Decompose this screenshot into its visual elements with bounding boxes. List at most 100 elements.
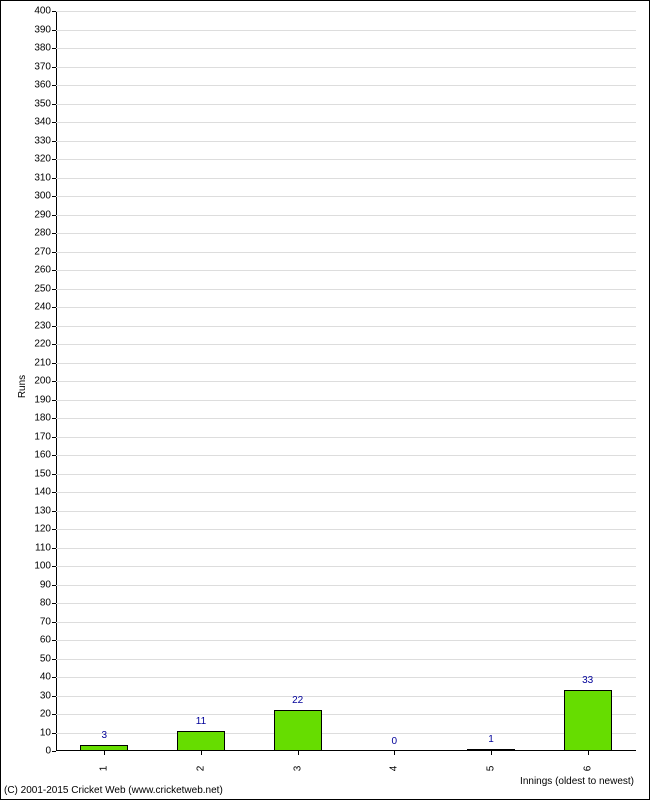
y-tick-label: 230	[34, 320, 51, 331]
y-tick-label: 200	[34, 376, 51, 387]
y-tick-label: 280	[34, 228, 51, 239]
gridline	[56, 585, 636, 586]
x-tick-mark	[588, 751, 589, 755]
y-tick-label: 400	[34, 6, 51, 17]
y-tick-label: 110	[35, 542, 51, 553]
y-tick-mark	[52, 381, 56, 382]
y-tick-mark	[52, 363, 56, 364]
gridline	[56, 85, 636, 86]
gridline	[56, 566, 636, 567]
gridline	[56, 48, 636, 49]
gridline	[56, 196, 636, 197]
y-tick-label: 360	[34, 80, 51, 91]
y-tick-label: 130	[34, 505, 51, 516]
gridline	[56, 141, 636, 142]
gridline	[56, 696, 636, 697]
y-tick-mark	[52, 696, 56, 697]
y-tick-mark	[52, 344, 56, 345]
y-tick-mark	[52, 326, 56, 327]
gridline	[56, 622, 636, 623]
y-tick-label: 350	[34, 98, 51, 109]
gridline	[56, 326, 636, 327]
y-tick-label: 100	[34, 561, 51, 572]
gridline	[56, 474, 636, 475]
gridline	[56, 11, 636, 12]
y-tick-mark	[52, 159, 56, 160]
x-axis-title: Innings (oldest to newest)	[520, 776, 634, 787]
y-tick-mark	[52, 85, 56, 86]
y-tick-label: 90	[40, 579, 51, 590]
gridline	[56, 677, 636, 678]
gridline	[56, 659, 636, 660]
y-tick-mark	[52, 215, 56, 216]
gridline	[56, 307, 636, 308]
y-tick-label: 80	[40, 598, 51, 609]
x-tick-label: 6	[582, 766, 593, 772]
gridline	[56, 714, 636, 715]
y-tick-mark	[52, 289, 56, 290]
y-tick-mark	[52, 270, 56, 271]
y-tick-label: 190	[34, 394, 51, 405]
gridline	[56, 30, 636, 31]
x-tick-label: 3	[292, 766, 303, 772]
x-axis-line	[56, 750, 636, 751]
y-tick-label: 70	[40, 616, 51, 627]
x-tick-label: 1	[99, 766, 110, 772]
gridline	[56, 603, 636, 604]
y-tick-label: 330	[34, 135, 51, 146]
gridline	[56, 104, 636, 105]
y-tick-label: 50	[40, 653, 51, 664]
y-tick-mark	[52, 48, 56, 49]
y-tick-mark	[52, 511, 56, 512]
y-tick-label: 310	[34, 172, 51, 183]
y-tick-mark	[52, 751, 56, 752]
gridline	[56, 233, 636, 234]
gridline	[56, 270, 636, 271]
y-tick-mark	[52, 122, 56, 123]
y-tick-mark	[52, 659, 56, 660]
y-tick-mark	[52, 566, 56, 567]
gridline	[56, 437, 636, 438]
bar-value-label: 33	[582, 675, 593, 686]
y-tick-label: 30	[40, 690, 51, 701]
x-tick-mark	[201, 751, 202, 755]
y-tick-mark	[52, 418, 56, 419]
y-tick-mark	[52, 548, 56, 549]
gridline	[56, 640, 636, 641]
y-tick-mark	[52, 733, 56, 734]
gridline	[56, 252, 636, 253]
y-tick-label: 160	[34, 450, 51, 461]
y-tick-label: 170	[34, 431, 51, 442]
gridline	[56, 511, 636, 512]
gridline	[56, 548, 636, 549]
y-tick-label: 60	[40, 635, 51, 646]
gridline	[56, 400, 636, 401]
gridline	[56, 733, 636, 734]
copyright-text: (C) 2001-2015 Cricket Web (www.cricketwe…	[4, 785, 223, 796]
y-tick-label: 20	[40, 709, 51, 720]
y-tick-label: 180	[34, 413, 51, 424]
bar	[564, 690, 612, 751]
y-tick-label: 120	[34, 524, 51, 535]
y-tick-label: 370	[34, 61, 51, 72]
gridline	[56, 178, 636, 179]
y-tick-mark	[52, 400, 56, 401]
bar	[177, 731, 225, 751]
y-tick-label: 270	[34, 246, 51, 257]
y-tick-label: 340	[34, 117, 51, 128]
y-tick-label: 140	[34, 487, 51, 498]
y-tick-label: 210	[34, 357, 51, 368]
y-tick-mark	[52, 67, 56, 68]
gridline	[56, 381, 636, 382]
gridline	[56, 67, 636, 68]
y-tick-mark	[52, 233, 56, 234]
gridline	[56, 289, 636, 290]
y-tick-label: 150	[34, 468, 51, 479]
gridline	[56, 455, 636, 456]
y-tick-label: 390	[34, 24, 51, 35]
bar-value-label: 1	[488, 734, 494, 745]
y-tick-mark	[52, 714, 56, 715]
y-tick-mark	[52, 30, 56, 31]
gridline	[56, 363, 636, 364]
y-tick-mark	[52, 474, 56, 475]
